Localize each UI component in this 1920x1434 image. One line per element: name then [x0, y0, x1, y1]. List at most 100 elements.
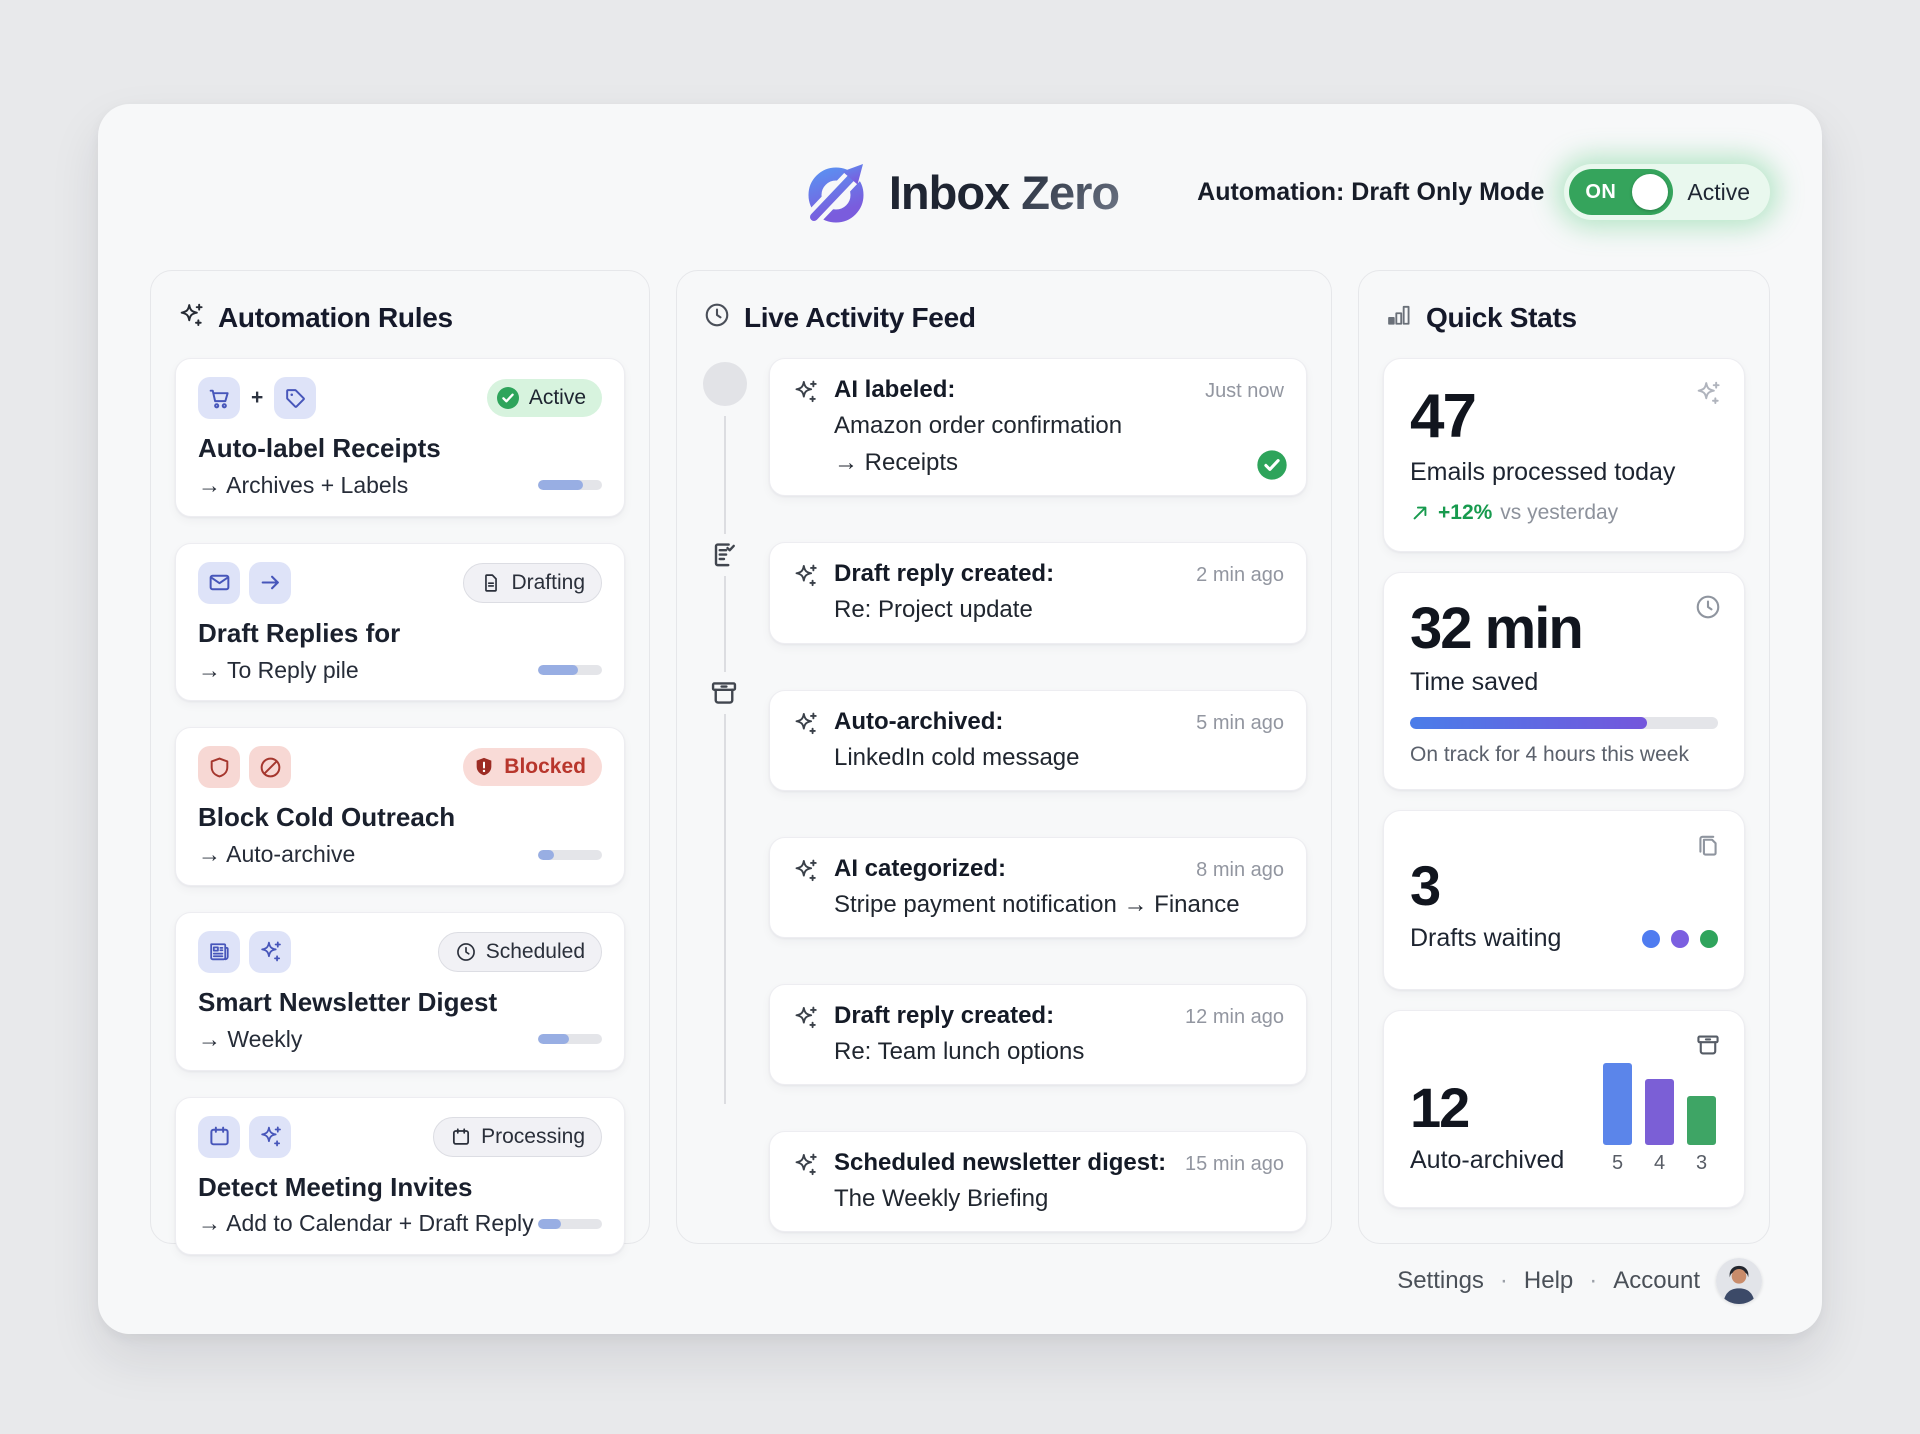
rule-progress-bar — [538, 1218, 602, 1229]
status-badge-label: Drafting — [511, 570, 585, 594]
rule-icons — [198, 1115, 291, 1158]
header: Inbox Zero Automation: Draft Only Mode O… — [150, 144, 1770, 240]
feed-item-content: Auto-archived: 5 min ago LinkedIn cold m… — [834, 708, 1284, 773]
document-icon — [480, 572, 502, 594]
footer-link-account[interactable]: Account — [1613, 1267, 1700, 1294]
bar-chart-icon — [1385, 301, 1413, 334]
activity-feed-header: Live Activity Feed — [703, 301, 1305, 334]
rule-icons — [198, 930, 291, 973]
toggle-knob[interactable] — [1632, 174, 1669, 210]
feed-item[interactable]: Draft reply created: 2 min ago Re: Proje… — [769, 542, 1307, 644]
status-badge: Drafting — [463, 562, 602, 603]
rule-subtitle-row: → Archives + Labels — [198, 471, 602, 500]
sparkles-icon — [249, 1115, 291, 1158]
sparkles-icon — [792, 710, 819, 773]
status-badge-label: Scheduled — [485, 939, 585, 963]
arrow-right-icon — [249, 561, 291, 604]
rule-action: → Archives + Labels — [198, 471, 409, 498]
trend-row: +12% vs yesterday — [1410, 501, 1718, 525]
archive-box-icon — [708, 672, 740, 714]
archive-box-icon — [1694, 1031, 1722, 1064]
time-saved-value: 32 min — [1410, 596, 1584, 661]
automation-rules-header: Automation Rules — [177, 301, 623, 334]
feed-item-row: AI labeled: Just now — [834, 376, 1284, 404]
feed-item-row: AI categorized: 8 min ago — [834, 855, 1284, 883]
feed-item-content: Draft reply created: 12 min ago Re: Team… — [834, 1002, 1284, 1067]
rule-progress-bar — [538, 480, 602, 491]
auto-archived-row: 12 Auto-archived 5 4 3 — [1410, 1063, 1718, 1175]
rule-subtitle-row: → Add to Calendar + Draft Reply — [198, 1209, 602, 1238]
rule-card[interactable]: Processing Detect Meeting Invites → Add … — [175, 1096, 625, 1256]
rule-card[interactable]: + Active Auto-label Receipts → Archives … — [175, 358, 625, 517]
feed-item-timestamp: 8 min ago — [1196, 858, 1284, 881]
feed-item-row: Auto-archived: 5 min ago — [834, 708, 1284, 736]
feed-item-timestamp: 12 min ago — [1185, 1005, 1284, 1028]
footer-link-settings[interactable]: Settings — [1397, 1267, 1484, 1294]
feed-item[interactable]: Draft reply created: 12 min ago Re: Team… — [769, 983, 1307, 1086]
timeline-line — [724, 416, 726, 1104]
feed-item-content: Draft reply created: 2 min ago Re: Proje… — [834, 560, 1284, 625]
time-saved-label: Time saved — [1410, 668, 1539, 697]
toggle-on-label: ON — [1585, 180, 1617, 203]
sparkles-icon — [792, 1151, 819, 1214]
mini-bar — [1645, 1079, 1674, 1146]
draft-status-dot — [1671, 929, 1689, 948]
feed-item[interactable]: Auto-archived: 5 min ago LinkedIn cold m… — [769, 689, 1307, 791]
rule-subtitle-row: → Auto-archive — [198, 840, 602, 869]
title-zero: Zero — [1021, 165, 1120, 219]
status-badge-label: Processing — [481, 1124, 585, 1148]
footer-separator: · — [1589, 1267, 1598, 1294]
feed-item[interactable]: AI labeled: Just now Amazon order confir… — [769, 358, 1307, 497]
rule-action: → Weekly — [198, 1025, 303, 1052]
sparkles-icon — [1694, 379, 1722, 412]
documents-icon — [1694, 831, 1722, 864]
feed-item-title: AI labeled: — [834, 376, 956, 403]
shield-icon — [198, 746, 240, 789]
rule-card[interactable]: Drafting Draft Replies for → To Reply pi… — [175, 542, 625, 702]
clock-icon — [1694, 593, 1722, 626]
drafts-row: Drafts waiting — [1410, 924, 1718, 953]
feed-item[interactable]: Scheduled newsletter digest: 15 min ago … — [769, 1131, 1307, 1233]
status-badge: Scheduled — [437, 931, 602, 972]
rule-icons: + — [198, 377, 317, 419]
sparkles-icon — [792, 378, 819, 478]
timeline-node-circle — [703, 362, 747, 406]
feed-item-detail: Re: Project update — [834, 596, 1033, 624]
avatar[interactable] — [1716, 1258, 1762, 1304]
rule-card[interactable]: Blocked Block Cold Outreach → Auto-archi… — [175, 727, 625, 886]
shield-alert-icon — [473, 756, 495, 778]
rule-subtitle-row: → To Reply pile — [198, 656, 602, 685]
footer-links: Settings · Help · Account — [1397, 1267, 1700, 1295]
rule-card[interactable]: Scheduled Smart Newsletter Digest → Week… — [175, 911, 625, 1071]
stat-card-drafts-waiting: 3 Drafts waiting — [1383, 810, 1745, 991]
time-saved-note: On track for 4 hours this week — [1410, 743, 1689, 767]
stat-card-time-saved: 32 min Time saved On track for 4 hours t… — [1383, 572, 1745, 791]
feed-item[interactable]: AI categorized: 8 min ago Stripe payment… — [769, 836, 1307, 938]
feed-item-detail: Stripe payment notification → Finance — [834, 890, 1240, 918]
status-badge: Blocked — [463, 748, 602, 787]
quick-stats-header: Quick Stats — [1385, 301, 1743, 334]
brand: Inbox Zero — [801, 154, 1120, 230]
mini-bar-label: 3 — [1695, 1152, 1708, 1175]
feed-item-content: Scheduled newsletter digest: 15 min ago … — [834, 1149, 1284, 1214]
check-circle-icon — [496, 386, 520, 410]
feed-item-timestamp: Just now — [1205, 380, 1284, 402]
feed-item-detail: LinkedIn cold message — [834, 743, 1080, 771]
rule-card-top: Processing — [198, 1115, 602, 1158]
sparkles-icon — [249, 930, 291, 973]
feed-item-title: Draft reply created: — [834, 1001, 1055, 1029]
automation-toggle[interactable]: ON — [1569, 169, 1674, 215]
tag-icon — [274, 377, 317, 419]
drafts-waiting-value: 3 — [1410, 854, 1441, 918]
automation-mode-label: Automation: Draft Only Mode — [1197, 177, 1545, 206]
calendar-icon — [450, 1126, 472, 1148]
sparkles-icon — [792, 1004, 819, 1067]
stat-card-auto-archived: 12 Auto-archived 5 4 3 — [1383, 1010, 1745, 1209]
title-inbox: Inbox — [888, 165, 1010, 219]
mini-bar-column: 4 — [1645, 1079, 1674, 1175]
draft-status-dot — [1642, 929, 1660, 948]
footer-separator: · — [1499, 1267, 1508, 1294]
rule-title: Detect Meeting Invites — [198, 1171, 473, 1202]
footer-link-help[interactable]: Help — [1523, 1267, 1574, 1294]
